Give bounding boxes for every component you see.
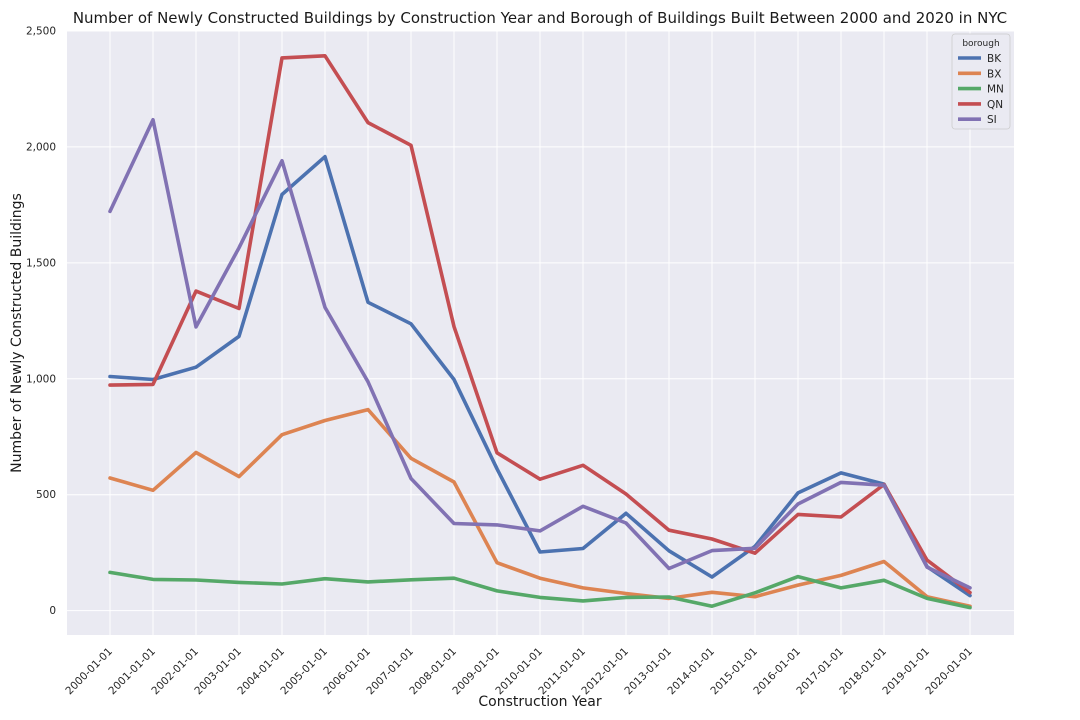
legend-items: BK BX MN QN SI (958, 53, 1004, 126)
series-line-si (108, 118, 972, 590)
legend: borough BK BX MN QN SI (951, 33, 1011, 130)
y-tick-label: 2,500 (26, 26, 56, 38)
y-tick-label: 0 (49, 605, 56, 617)
y-tick-label: 1,500 (26, 257, 56, 269)
chart-title: Number of Newly Constructed Buildings by… (73, 9, 1007, 27)
y-axis-label: Number of Newly Constructed Buildings (9, 193, 25, 473)
series-line-mn (108, 570, 972, 610)
y-tick-label: 1,000 (26, 373, 56, 385)
series-lines (108, 53, 972, 610)
legend-label-bx: BX (987, 68, 1001, 80)
x-axis-label: Construction Year (478, 694, 601, 710)
x-axis-ticks: 2000-01-012001-01-012002-01-012003-01-01… (63, 646, 975, 698)
legend-label-qn: QN (987, 99, 1003, 111)
series-line-bk (108, 154, 972, 598)
series-line-qn (108, 53, 972, 595)
y-axis-ticks: 0 500 1,000 1,500 2,000 2,500 (26, 26, 56, 618)
series-line-bx (108, 407, 972, 609)
gridlines (67, 30, 1014, 635)
legend-title: borough (962, 39, 999, 49)
legend-label-si: SI (987, 114, 997, 126)
y-tick-label: 500 (36, 489, 56, 501)
legend-label-bk: BK (987, 53, 1002, 65)
y-tick-label: 2,000 (26, 141, 56, 153)
legend-label-mn: MN (987, 84, 1004, 96)
